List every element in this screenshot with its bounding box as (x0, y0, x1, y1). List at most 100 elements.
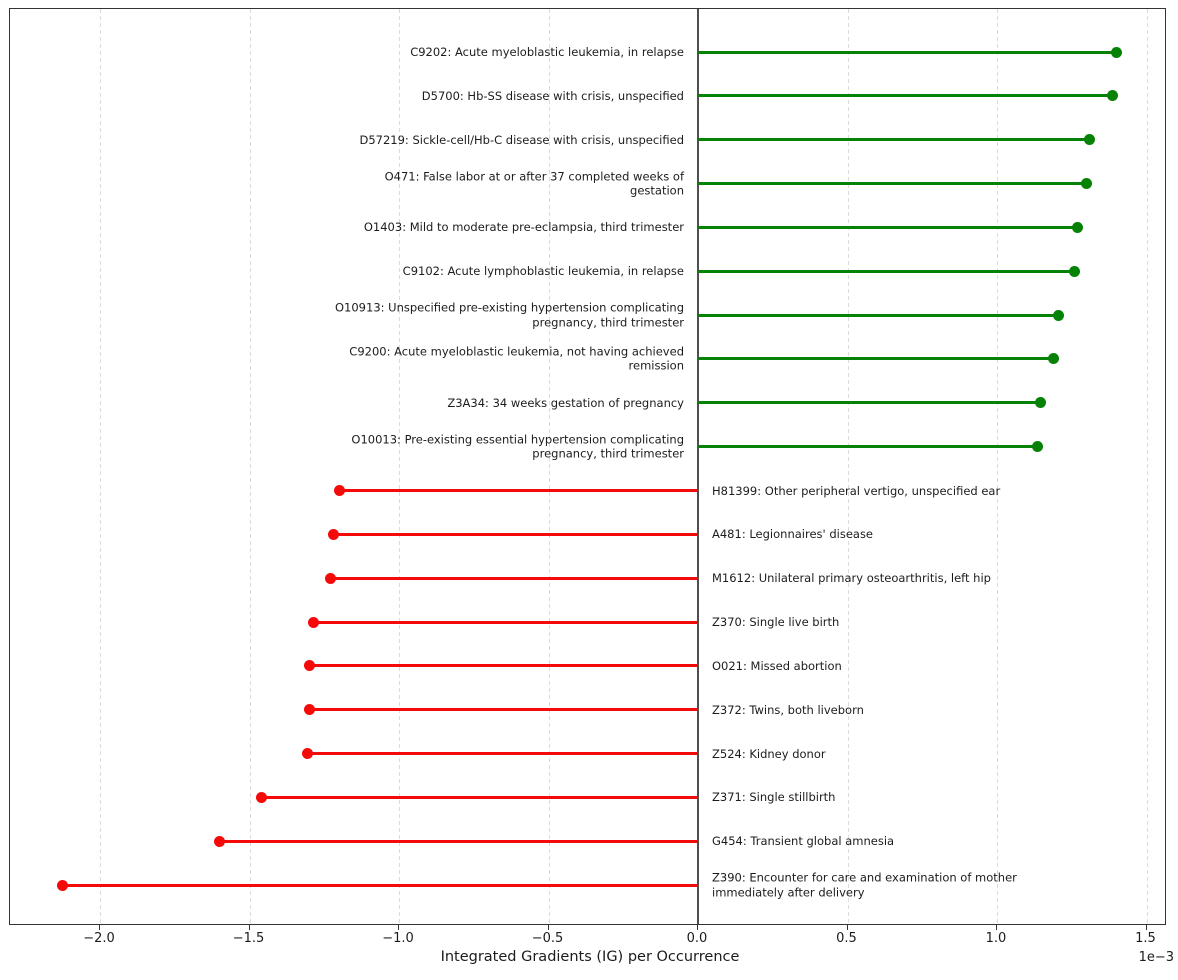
row-label-O10913: O10913: Unspecified pre-existing hyperte… (324, 301, 684, 330)
row-label-line: C9102: Acute lymphoblastic leukemia, in … (402, 264, 684, 278)
x-tick (1145, 925, 1147, 930)
zero-line (697, 9, 699, 924)
stem-G454 (219, 839, 698, 843)
lollipop-dot-H81399 (333, 485, 345, 496)
row-label-Z3A34: Z3A34: 34 weeks gestation of pregnancy (324, 396, 684, 411)
row-label-line: O021: Missed abortion (712, 658, 842, 673)
x-tick (99, 925, 101, 930)
row-label-H81399: H81399: Other peripheral vertigo, unspec… (712, 483, 1072, 498)
gridline (1146, 9, 1148, 924)
row-label-line: H81399: Other peripheral vertigo, unspec… (712, 483, 1001, 498)
row-label-line: G454: Transient global amnesia (712, 834, 895, 849)
x-tick-label: −0.5 (531, 931, 564, 946)
gridline (249, 9, 251, 924)
lollipop-dot-O471 (1081, 178, 1093, 190)
gridline (399, 9, 400, 924)
gridline (847, 9, 849, 924)
row-label-line: Z3A34: 34 weeks gestation of pregnancy (447, 395, 684, 410)
gridline (100, 9, 101, 924)
row-label-C9102: C9102: Acute lymphoblastic leukemia, in … (324, 264, 684, 279)
row-label-C9200: C9200: Acute myeloblastic leukemia, not … (324, 344, 684, 373)
row-label-O471: O471: False labor at or after 37 complet… (324, 169, 684, 198)
row-label-line: A481: Legionnaires' disease (712, 527, 874, 542)
row-label-O1403: O1403: Mild to moderate pre-eclampsia, t… (324, 220, 684, 235)
x-tick (547, 925, 549, 930)
x-tick-label: 0.0 (686, 931, 708, 946)
row-label-line: gestation (630, 183, 684, 198)
row-label-O10013: O10013: Pre-existing essential hypertens… (324, 432, 684, 461)
row-label-line: Z370: Single live birth (712, 614, 840, 629)
row-label-line: pregnancy, third trimester (532, 315, 684, 330)
stem-Z372 (309, 708, 698, 712)
stem-D57219 (698, 138, 1090, 142)
row-label-line: O10913: Unspecified pre-existing hyperte… (335, 300, 684, 315)
stem-Z3A34 (698, 401, 1041, 405)
stem-D5700 (698, 94, 1113, 98)
x-tick-label: 0.5 (836, 931, 857, 946)
lollipop-dot-M1612 (324, 572, 336, 584)
row-label-line: Z371: Single stillbirth (712, 790, 836, 805)
x-tick (248, 925, 250, 930)
row-label-line: remission (628, 358, 684, 373)
lollipop-dot-D5700 (1106, 90, 1118, 102)
lollipop-dot-G454 (214, 835, 226, 847)
stem-O10013 (698, 445, 1038, 449)
lollipop-dot-Z3A34 (1034, 397, 1046, 409)
stem-C9102 (698, 269, 1075, 273)
stem-O1403 (698, 225, 1078, 229)
row-label-Z371: Z371: Single stillbirth (712, 790, 1072, 805)
x-tick-label: −1.0 (382, 931, 414, 946)
row-label-line: D57219: Sickle-cell/Hb-C disease with cr… (359, 132, 684, 147)
lollipop-dot-Z372 (303, 704, 315, 716)
lollipop-dot-O10913 (1052, 309, 1064, 321)
stem-Z371 (261, 795, 698, 799)
lollipop-dot-C9202 (1111, 46, 1123, 58)
row-label-M1612: M1612: Unilateral primary osteoarthritis… (712, 571, 1072, 586)
row-label-line: D5700: Hb-SS disease with crisis, unspec… (421, 88, 684, 103)
x-axis-label: Integrated Gradients (IG) per Occurrence (440, 949, 740, 965)
lollipop-dot-O10013 (1031, 441, 1043, 453)
x-tick-label: −1.5 (232, 931, 265, 946)
row-label-D57219: D57219: Sickle-cell/Hb-C disease with cr… (324, 132, 684, 147)
row-label-A481: A481: Legionnaires' disease (712, 527, 1072, 542)
row-label-line: M1612: Unilateral primary osteoarthritis… (712, 570, 991, 585)
row-label-Z372: Z372: Twins, both liveborn (712, 703, 1072, 718)
stem-O021 (309, 664, 698, 668)
row-label-O021: O021: Missed abortion (712, 659, 1072, 674)
row-label-line: Z524: Kidney donor (712, 746, 826, 761)
row-label-line: O471: False labor at or after 37 complet… (384, 169, 684, 184)
row-label-line: pregnancy, third trimester (532, 446, 684, 461)
stem-C9200 (698, 357, 1054, 361)
lollipop-dot-C9200 (1048, 353, 1060, 365)
x-tick-label: 1.0 (985, 931, 1007, 946)
row-label-Z370: Z370: Single live birth (712, 615, 1072, 630)
row-label-line: C9200: Acute myeloblastic leukemia, not … (349, 344, 684, 359)
x-tick-label: −2.0 (83, 931, 115, 946)
lollipop-dot-D57219 (1084, 134, 1096, 146)
x-tick (846, 925, 848, 930)
row-label-D5700: D5700: Hb-SS disease with crisis, unspec… (324, 89, 684, 104)
stem-Z370 (313, 620, 698, 624)
x-tick (398, 925, 400, 930)
lollipop-dot-Z370 (308, 616, 320, 628)
row-label-line: Z390: Encounter for care and examination… (712, 870, 1017, 885)
row-label-Z390: Z390: Encounter for care and examination… (712, 871, 1072, 900)
row-label-line: O1403: Mild to moderate pre-eclampsia, t… (363, 220, 684, 235)
x-tick-label: 1.5 (1135, 931, 1156, 946)
stem-H81399 (339, 489, 698, 492)
stem-Z524 (307, 752, 698, 756)
plot-border: C9202: Acute myeloblastic leukemia, in r… (9, 8, 1166, 925)
row-label-line: immediately after delivery (712, 885, 865, 900)
lollipop-dot-Z524 (302, 748, 314, 760)
stem-C9202 (698, 50, 1117, 54)
x-tick (996, 925, 998, 930)
row-label-G454: G454: Transient global amnesia (712, 834, 1072, 849)
stem-O471 (698, 182, 1087, 186)
lollipop-dot-Z371 (255, 791, 267, 803)
axis-offset-factor-label: 1e−3 (1138, 950, 1174, 965)
lollipop-dot-Z390 (57, 879, 69, 891)
stem-M1612 (330, 576, 698, 580)
row-label-C9202: C9202: Acute myeloblastic leukemia, in r… (324, 45, 684, 60)
row-label-line: C9202: Acute myeloblastic leukemia, in r… (410, 44, 684, 59)
